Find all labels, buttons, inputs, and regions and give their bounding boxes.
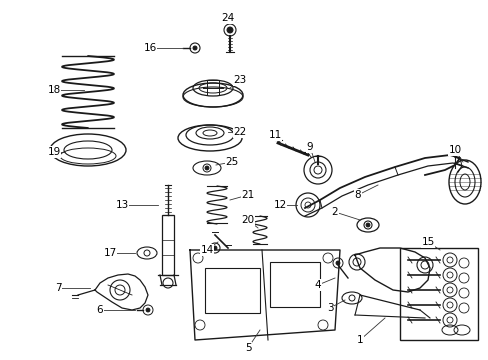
- Text: 15: 15: [421, 237, 434, 247]
- Text: 11: 11: [268, 130, 281, 140]
- Bar: [269, 262, 319, 307]
- Text: 3: 3: [326, 303, 333, 313]
- Text: 6: 6: [97, 305, 103, 315]
- Circle shape: [204, 166, 208, 170]
- Text: 12: 12: [273, 200, 286, 210]
- Text: 22: 22: [233, 127, 246, 137]
- Text: 19: 19: [47, 147, 61, 157]
- Text: 23: 23: [233, 75, 246, 85]
- Text: 8: 8: [354, 190, 361, 200]
- Text: 18: 18: [47, 85, 61, 95]
- Text: 20: 20: [241, 215, 254, 225]
- Circle shape: [213, 246, 217, 250]
- Circle shape: [335, 261, 339, 265]
- Circle shape: [365, 223, 369, 227]
- Text: 14: 14: [200, 245, 213, 255]
- Text: 5: 5: [244, 343, 251, 353]
- Text: 21: 21: [241, 190, 254, 200]
- Text: 7: 7: [55, 283, 61, 293]
- Text: 1: 1: [356, 335, 363, 345]
- Circle shape: [146, 308, 150, 312]
- Text: 16: 16: [143, 43, 156, 53]
- Text: 13: 13: [115, 200, 128, 210]
- Bar: [204, 268, 260, 313]
- Text: 17: 17: [103, 248, 116, 258]
- Circle shape: [193, 46, 197, 50]
- Text: 9: 9: [306, 142, 313, 152]
- Circle shape: [226, 27, 232, 33]
- Text: 4: 4: [314, 280, 321, 290]
- Bar: [399, 248, 477, 340]
- Text: 25: 25: [225, 157, 238, 167]
- Text: 10: 10: [447, 145, 461, 155]
- Text: 2: 2: [331, 207, 338, 217]
- Text: 24: 24: [221, 13, 234, 23]
- Bar: [162, 215, 174, 275]
